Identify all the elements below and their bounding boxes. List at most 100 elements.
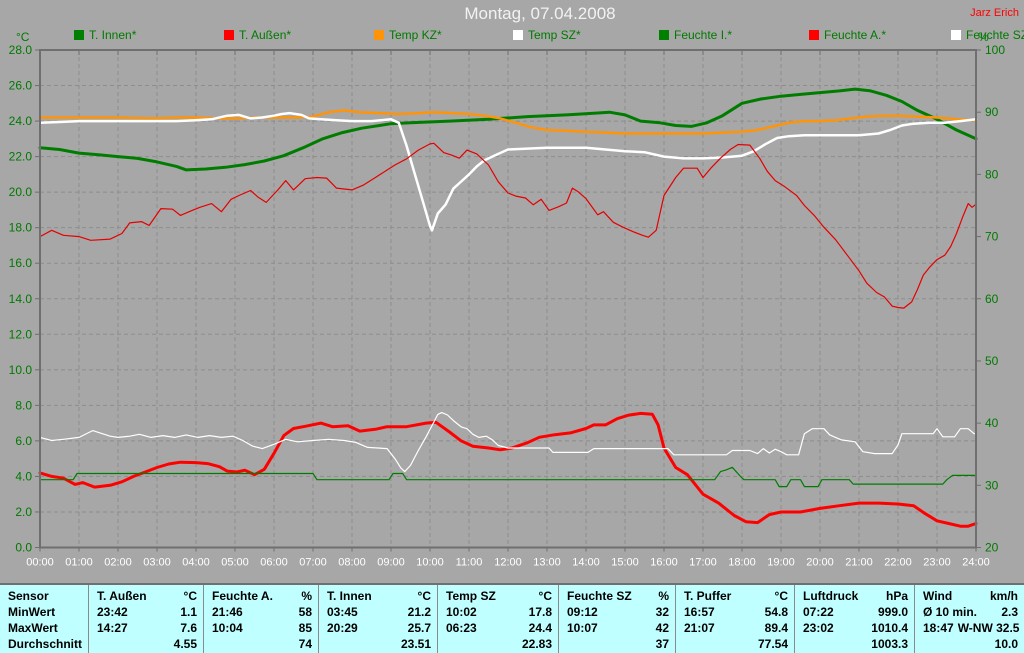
table-col-unit: °C: [183, 589, 197, 603]
x-tick-label: 10:00: [416, 557, 444, 569]
table-cell-value: 1003.3: [871, 637, 908, 651]
legend-swatch-feuchte-sz: [951, 30, 961, 40]
table-cell-value: 89.4: [764, 621, 788, 635]
legend-label: T. Außen*: [239, 28, 292, 42]
table-row-label: Sensor: [8, 589, 49, 603]
table-col-name: Temp SZ: [446, 589, 496, 603]
table-cell-value: 42: [655, 621, 669, 635]
table-col-wind: Wind km/h Ø 10 min. 2.3 18:47 W-NW 32.5 10.0: [914, 585, 1024, 653]
legend-item-temp-kz: Temp KZ*: [374, 28, 442, 42]
table-cell-time: 21:07: [684, 621, 715, 635]
table-col-t-puffer: T. Puffer °C 16:57 54.8 21:07 89.4 77.54: [675, 585, 794, 653]
table-cell-time: 16:57: [684, 605, 715, 619]
legend-label: Feuchte I.*: [674, 28, 733, 42]
y-right-tick-label: 60: [985, 292, 999, 306]
y-left-tick-labels: 28.0 26.0 24.0 22.0 20.0 18.0 16.0 14.0 12.0 10.0…: [9, 43, 33, 555]
y-left-tick-label: 6.0: [15, 434, 32, 448]
y-right-tick-label: 90: [985, 105, 999, 119]
table-row-label: MinWert: [8, 605, 56, 619]
legend-item-feuchte-a: Feuchte A.*: [809, 28, 886, 42]
table-col-t-aussen: T. Außen °C 23:42 1.1 14:27 7.6 4.55: [88, 585, 203, 653]
table-cell-value: 7.6: [180, 621, 197, 635]
x-tick-label: 13:00: [533, 557, 561, 569]
y-right-tick-label: 70: [985, 230, 999, 244]
x-tick-label: 01:00: [65, 557, 93, 569]
table-cell-value: 24.4: [528, 621, 552, 635]
x-tick-label: 04:00: [182, 557, 210, 569]
y-left-tick-label: 2.0: [15, 505, 32, 519]
x-tick-label: 06:00: [260, 557, 288, 569]
table-col-name: Feuchte A.: [212, 589, 273, 603]
legend-item-temp-sz: Temp SZ*: [513, 28, 581, 42]
legend-item-feuchte-sz: Feuchte SZ*: [951, 28, 1024, 42]
x-tick-label: 07:00: [299, 557, 327, 569]
legend-label: Temp KZ*: [389, 28, 442, 42]
y-left-tick-label: 4.0: [15, 469, 32, 483]
x-tick-label: 03:00: [143, 557, 171, 569]
legend-label: Feuchte SZ*: [966, 28, 1024, 42]
table-cell-value: 58: [298, 605, 312, 619]
table-col-row-labels: Sensor MinWert MaxWert Durchschnitt: [0, 585, 88, 653]
y-right-tick-label: 80: [985, 167, 999, 181]
legend-swatch-temp-kz: [374, 30, 384, 40]
table-col-unit: %: [658, 589, 669, 603]
x-tick-labels: 00:00 01:00 02:00 03:00 04:00 05:00 06:00 07:00…: [26, 557, 990, 569]
y-left-tick-label: 14.0: [9, 292, 33, 306]
y-right-tick-label: 50: [985, 354, 999, 368]
plot-gridlines: [40, 50, 976, 548]
table-cell-value: 17.8: [528, 605, 552, 619]
x-tick-label: 08:00: [338, 557, 366, 569]
table-cell-value: 1010.4: [871, 621, 908, 635]
y-left-tick-label: 18.0: [9, 221, 33, 235]
table-col-name: Luftdruck: [803, 589, 859, 603]
y-right-tick-label: 40: [985, 416, 999, 430]
y-left-tick-label: 8.0: [15, 398, 32, 412]
author-label: Jarz Erich: [970, 7, 1019, 19]
y-left-tick-label: 0.0: [15, 541, 32, 555]
x-tick-label: 14:00: [572, 557, 600, 569]
y-right-tick-label: 100: [985, 43, 1005, 57]
table-col-unit: °C: [538, 589, 552, 603]
table-cell-time: 23:02: [803, 621, 834, 635]
y-right-tick-labels: 100 90 80 70 60 50 40 30 20: [985, 43, 1005, 555]
y-left-tick-label: 26.0: [9, 79, 33, 93]
x-tick-label: 00:00: [26, 557, 54, 569]
summary-table: Sensor MinWert MaxWert Durchschnitt T. Außen…: [0, 583, 1024, 653]
table-col-unit: %: [301, 589, 312, 603]
table-col-name: Feuchte SZ: [567, 589, 632, 603]
table-cell-value: 21.2: [407, 605, 431, 619]
y-left-tick-label: 24.0: [9, 114, 33, 128]
table-cell-time: 03:45: [327, 605, 358, 619]
table-col-name: T. Innen: [327, 589, 372, 603]
x-tick-label: 12:00: [494, 557, 522, 569]
x-tick-label: 18:00: [728, 557, 756, 569]
legend-swatch-temp-sz: [513, 30, 523, 40]
table-cell-value: 54.8: [764, 605, 788, 619]
x-tick-label: 19:00: [767, 557, 795, 569]
table-cell-time: 06:23: [446, 621, 477, 635]
legend-swatch-t-innen: [74, 30, 84, 40]
x-tick-label: 24:00: [962, 557, 990, 569]
axis-ticks: [35, 49, 981, 552]
table-cell-value: 23.51: [400, 637, 431, 651]
chart-legend: T. Innen* T. Außen* Temp KZ* Temp SZ* Feucht…: [0, 0, 1024, 46]
x-tick-label: 09:00: [377, 557, 405, 569]
legend-label: Feuchte A.*: [824, 28, 887, 42]
legend-swatch-feuchte-a: [809, 30, 819, 40]
table-cell-value: 22.83: [521, 637, 552, 651]
x-tick-label: 15:00: [611, 557, 639, 569]
y-left-tick-label: 10.0: [9, 363, 33, 377]
table-cell-value: 1.1: [180, 605, 197, 619]
y-left-tick-label: 16.0: [9, 256, 33, 270]
x-tick-label: 21:00: [845, 557, 873, 569]
table-cell-value: 999.0: [877, 605, 908, 619]
legend-item-t-aussen: T. Außen*: [224, 28, 291, 42]
table-cell-value: 37: [655, 637, 669, 651]
series-line-temp-sz: [38, 111, 978, 232]
table-row-label: Durchschnitt: [8, 637, 83, 651]
x-tick-label: 16:00: [650, 557, 678, 569]
table-col-name: T. Außen: [97, 589, 147, 603]
legend-swatch-feuchte-i: [659, 30, 669, 40]
legend-label: Temp SZ*: [528, 28, 581, 42]
table-cell-time: 21:46: [212, 605, 243, 619]
